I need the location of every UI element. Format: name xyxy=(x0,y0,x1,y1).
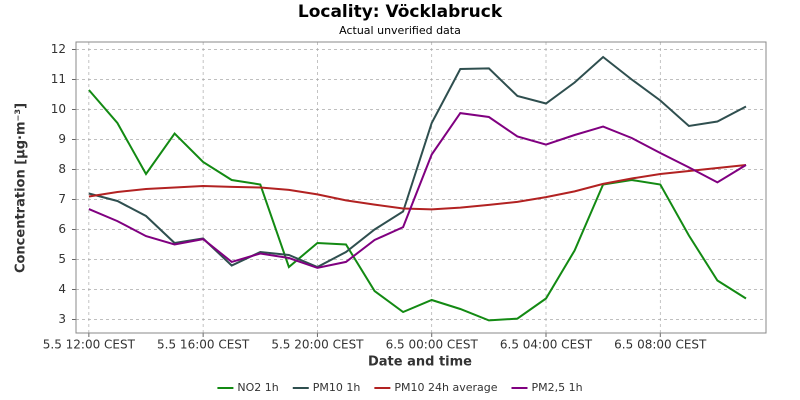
y-tick-label: 6 xyxy=(58,222,66,236)
y-axis-label: Concentration [µg·m⁻³] xyxy=(14,103,29,273)
y-tick-label: 12 xyxy=(51,42,66,56)
x-tick-label: 5.5 16:00 CEST xyxy=(157,338,250,352)
legend-label: PM10 24h average xyxy=(394,381,497,394)
legend-label: PM10 1h xyxy=(313,381,361,394)
x-tick-label: 5.5 20:00 CEST xyxy=(271,338,364,352)
y-tick-label: 4 xyxy=(58,282,66,296)
y-tick-label: 9 xyxy=(58,132,66,146)
x-tick-label: 6.5 04:00 CEST xyxy=(500,338,593,352)
x-axis-label: Date and time xyxy=(368,355,472,370)
y-tick-label: 8 xyxy=(58,162,66,176)
y-tick-label: 3 xyxy=(58,312,66,326)
plot-frame xyxy=(75,41,767,334)
y-tick-label: 5 xyxy=(58,252,66,266)
series-line xyxy=(88,89,747,322)
chart-subtitle: Actual unverified data xyxy=(339,24,461,37)
legend-label: PM2,5 1h xyxy=(531,381,582,394)
x-tick-label: 6.5 00:00 CEST xyxy=(386,338,479,352)
chart-title: Locality: Vöcklabruck xyxy=(298,2,503,22)
x-tick-label: 6.5 08:00 CEST xyxy=(614,338,707,352)
y-tick-label: 11 xyxy=(51,72,66,86)
legend: NO2 1h PM10 1h PM10 24h average PM2,5 1h xyxy=(217,381,583,394)
legend-label: NO2 1h xyxy=(237,381,278,394)
y-tick-label: 10 xyxy=(51,102,66,116)
series-line xyxy=(88,112,747,269)
series-line xyxy=(88,164,747,211)
x-tick-label: 5.5 12:00 CEST xyxy=(43,338,136,352)
y-tick-label: 7 xyxy=(58,192,66,206)
